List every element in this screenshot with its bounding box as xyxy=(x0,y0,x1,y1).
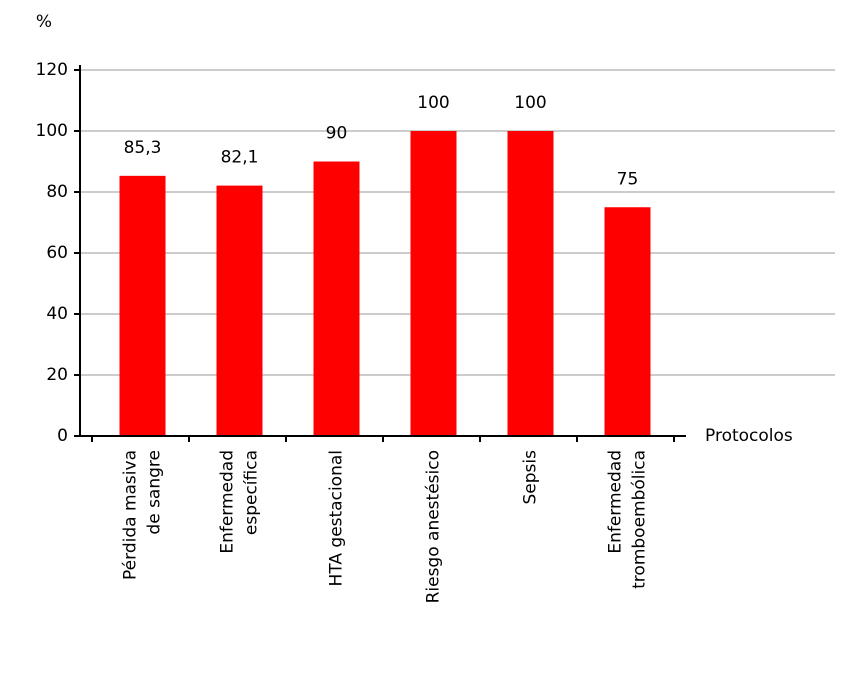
y-tick-label: 60 xyxy=(46,243,68,263)
x-tick-label: Enfermedad xyxy=(606,450,626,554)
data-label: 85,3 xyxy=(124,138,162,158)
bar xyxy=(410,131,457,436)
bar xyxy=(313,161,360,436)
data-label: 100 xyxy=(514,93,546,113)
data-label: 75 xyxy=(617,169,639,189)
x-tick-label: Sepsis xyxy=(521,450,541,505)
y-tick-label: 0 xyxy=(57,426,68,446)
x-tick-label: Pérdida masiva xyxy=(121,450,141,580)
x-tick-label: HTA gestacional xyxy=(327,450,347,586)
bar xyxy=(507,131,554,436)
y-axis-label: % xyxy=(36,12,52,32)
y-tick-label: 20 xyxy=(46,365,68,385)
x-tick-label: específica xyxy=(242,450,262,535)
bar xyxy=(604,207,651,436)
bar xyxy=(216,185,263,436)
x-tick-label: de sangre xyxy=(145,450,165,535)
x-tick-label: Enfermedad xyxy=(218,450,238,554)
data-label: 100 xyxy=(417,93,449,113)
x-tick-label: Riesgo anestésico xyxy=(424,450,444,603)
bar xyxy=(119,175,166,436)
y-tick-label: 80 xyxy=(46,182,68,202)
y-tick-label: 100 xyxy=(36,121,68,141)
y-tick-label: 40 xyxy=(46,304,68,324)
x-tick-label: tromboembólica xyxy=(630,450,650,589)
y-tick-label: 120 xyxy=(36,60,68,80)
data-label: 90 xyxy=(326,124,348,144)
x-axis-label: Protocolos xyxy=(705,426,793,446)
data-label: 82,1 xyxy=(221,148,259,168)
